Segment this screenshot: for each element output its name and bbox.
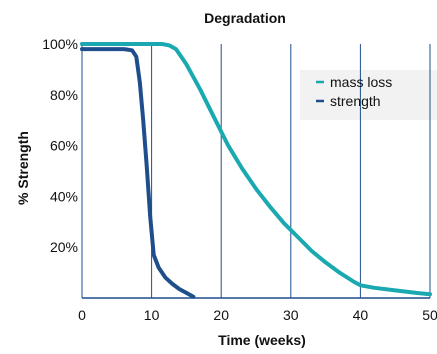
data-point-strength [135, 55, 138, 58]
data-point-mass-loss [296, 236, 299, 239]
x-tick-label: 30 [283, 307, 299, 323]
data-point-strength [178, 288, 181, 291]
data-point-mass-loss [310, 250, 313, 253]
data-point-mass-loss [415, 291, 418, 294]
x-axis-label: Time (weeks) [218, 332, 306, 348]
series-line-strength [80, 47, 196, 299]
x-tick-labels: 0 10 20 30 40 50 [78, 307, 437, 323]
data-point-mass-loss [324, 261, 327, 264]
data-point-strength [142, 119, 145, 122]
data-point-mass-loss [338, 271, 341, 274]
y-tick-label: 60% [50, 138, 78, 154]
data-point-mass-loss [241, 167, 244, 170]
data-point-mass-loss [429, 293, 432, 296]
x-tick-label: 20 [213, 307, 229, 323]
x-tick-label: 10 [144, 307, 160, 323]
x-tick-label: 40 [353, 307, 369, 323]
data-point-strength [138, 81, 141, 84]
legend-background [300, 70, 437, 120]
x-tick-label: 0 [78, 307, 86, 323]
legend: mass loss strength [316, 74, 392, 109]
y-tick-labels: 20% 40% 60% 80% 100% [42, 36, 78, 255]
data-point-strength [152, 253, 155, 256]
data-point-strength [101, 48, 104, 51]
data-point-mass-loss [255, 187, 258, 190]
data-point-strength [149, 215, 152, 218]
data-point-strength [171, 283, 174, 286]
data-point-mass-loss [227, 144, 230, 147]
data-point-mass-loss [81, 43, 84, 46]
data-point-strength [192, 295, 195, 298]
data-point-strength [145, 164, 148, 167]
series-line-mass-loss [80, 42, 432, 297]
y-tick-label: 40% [50, 188, 78, 204]
data-point-mass-loss [394, 289, 397, 292]
data-point-mass-loss [174, 48, 177, 51]
y-tick-label: 80% [50, 87, 78, 103]
x-tick-label: 50 [422, 307, 437, 323]
series-layer [80, 42, 432, 299]
data-point-mass-loss [268, 205, 271, 208]
data-point-strength [81, 48, 84, 51]
legend-label-mass-loss: mass loss [330, 74, 392, 90]
data-point-mass-loss [150, 43, 153, 46]
y-tick-label: 100% [42, 36, 78, 52]
data-point-mass-loss [213, 116, 216, 119]
data-point-strength [157, 266, 160, 269]
data-point-mass-loss [199, 88, 202, 91]
data-point-mass-loss [168, 44, 171, 47]
data-point-strength [185, 291, 188, 294]
y-tick-label: 20% [50, 239, 78, 255]
data-point-mass-loss [115, 43, 118, 46]
data-point-mass-loss [373, 286, 376, 289]
data-point-strength [122, 48, 125, 51]
legend-label-strength: strength [330, 93, 381, 109]
y-axis-label: % Strength [15, 131, 31, 205]
data-point-mass-loss [352, 280, 355, 283]
data-point-mass-loss [161, 43, 164, 46]
data-point-mass-loss [359, 284, 362, 287]
chart-title: Degradation [204, 10, 286, 26]
data-point-strength [164, 276, 167, 279]
data-point-mass-loss [282, 222, 285, 225]
data-point-mass-loss [185, 63, 188, 66]
grid-lines [81, 44, 431, 298]
data-point-strength [131, 49, 134, 52]
